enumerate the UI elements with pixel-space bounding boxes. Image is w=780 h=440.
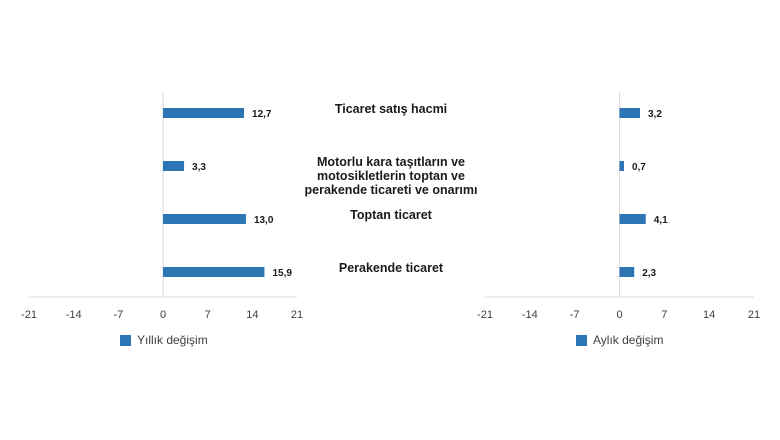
legend-swatch-yillik (120, 334, 131, 346)
x-tick-label-left: 0 (160, 309, 166, 321)
bar-left (163, 108, 245, 118)
legend-left: Yıllık değişim (120, 333, 208, 347)
bar-left (163, 267, 265, 277)
x-tick-label-left: -14 (66, 309, 82, 321)
data-label-right: 4,1 (654, 215, 668, 226)
x-tick-label-left: -21 (21, 309, 37, 321)
bar-right (619, 108, 640, 118)
x-tick-label-right: -14 (522, 309, 538, 321)
x-tick-label-right: 21 (748, 309, 760, 321)
bar-right (619, 267, 635, 277)
category-label: motosikletlerin toptan ve (317, 169, 465, 183)
legend-label-yillik: Yıllık değişim (137, 333, 208, 347)
x-tick-label-left: 7 (205, 309, 211, 321)
x-tick-label-left: -7 (113, 309, 123, 321)
data-label-left: 13,0 (254, 215, 274, 226)
data-label-left: 3,3 (192, 162, 206, 173)
category-label: Ticaret satış hacmi (335, 102, 447, 116)
x-tick-label-right: 7 (661, 309, 667, 321)
x-tick-label-right: -21 (477, 309, 493, 321)
category-label: Motorlu kara taşıtların ve (317, 155, 465, 169)
data-label-right: 3,2 (648, 109, 662, 120)
data-label-left: 12,7 (252, 109, 272, 120)
x-tick-label-right: 14 (703, 309, 715, 321)
x-tick-label-left: 14 (246, 309, 258, 321)
legend-label-aylik: Aylık değişim (593, 333, 664, 347)
x-tick-label-left: 21 (291, 309, 303, 321)
category-label: perakende ticareti ve onarımı (305, 183, 478, 197)
x-tick-label-right: 0 (616, 309, 622, 321)
data-label-right: 2,3 (642, 268, 656, 279)
category-label: Perakende ticaret (339, 261, 444, 275)
data-label-right: 0,7 (632, 162, 646, 173)
bar-left (163, 214, 246, 224)
bar-right (619, 161, 624, 171)
legend-swatch-aylik (576, 334, 587, 346)
category-label: Toptan ticaret (350, 208, 433, 222)
legend-right: Aylık değişim (576, 333, 663, 347)
data-label-left: 15,9 (272, 268, 292, 279)
x-tick-label-right: -7 (570, 309, 580, 321)
bar-left (163, 161, 185, 171)
bar-right (619, 214, 646, 224)
